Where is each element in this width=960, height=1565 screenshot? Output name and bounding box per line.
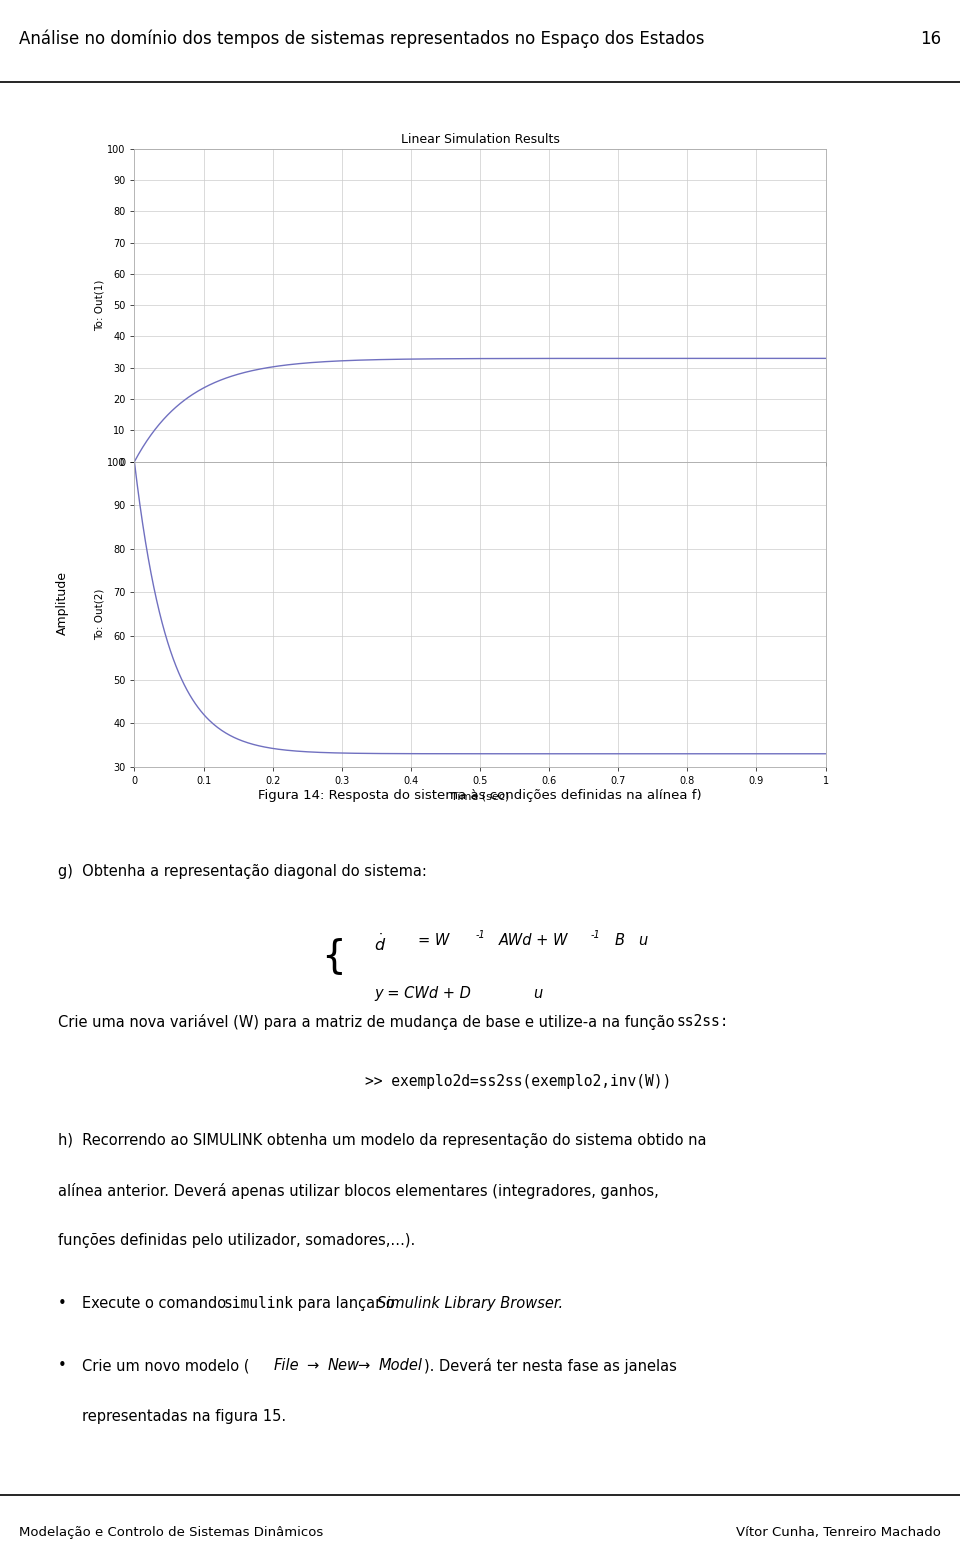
Text: $\dot{d}$: $\dot{d}$ [374,933,387,953]
Text: y = CWd + D: y = CWd + D [374,986,471,1002]
Text: →: → [357,1358,370,1374]
Text: Model: Model [378,1358,422,1374]
Text: -1: -1 [475,930,485,939]
Text: Modelação e Controlo de Sistemas Dinâmicos: Modelação e Controlo de Sistemas Dinâmic… [19,1526,324,1538]
Text: New: New [327,1358,359,1374]
Text: 16: 16 [920,30,941,49]
Text: Simulink Library Browser.: Simulink Library Browser. [377,1296,564,1311]
Text: >> exemplo2d=ss2ss(exemplo2,inv(W)): >> exemplo2d=ss2ss(exemplo2,inv(W)) [365,1074,671,1089]
Text: Análise no domínio dos tempos de sistemas representados no Espaço dos Estados: Análise no domínio dos tempos de sistema… [19,30,705,49]
Text: simulink: simulink [224,1296,294,1311]
Text: Crie uma nova variável (W) para a matriz de mudança de base e utilize-a na funçã: Crie uma nova variável (W) para a matriz… [58,1014,674,1030]
Text: File: File [274,1358,300,1374]
Text: alínea anterior. Deverá apenas utilizar blocos elementares (integradores, ganhos: alínea anterior. Deverá apenas utilizar … [58,1183,659,1199]
Text: Amplitude: Amplitude [56,571,69,634]
Text: u: u [638,933,648,948]
Text: g)  Obtenha a representação diagonal do sistema:: g) Obtenha a representação diagonal do s… [58,864,426,880]
Text: •: • [58,1358,66,1374]
Text: Crie um novo modelo (: Crie um novo modelo ( [82,1358,249,1374]
Text: funções definidas pelo utilizador, somadores,…).: funções definidas pelo utilizador, somad… [58,1233,415,1249]
Text: B: B [614,933,624,948]
Text: ). Deverá ter nesta fase as janelas: ). Deverá ter nesta fase as janelas [424,1358,677,1374]
Text: h)  Recorrendo ao SIMULINK obtenha um modelo da representação do sistema obtido : h) Recorrendo ao SIMULINK obtenha um mod… [58,1133,707,1149]
Title: Linear Simulation Results: Linear Simulation Results [400,133,560,146]
Text: u: u [533,986,542,1002]
Text: representadas na figura 15.: representadas na figura 15. [82,1408,286,1424]
Y-axis label: To: Out(1): To: Out(1) [94,280,105,330]
Text: Execute o comando: Execute o comando [82,1296,230,1311]
Text: para lançar o: para lançar o [293,1296,399,1311]
Text: •: • [58,1296,66,1311]
Text: Figura 14: Resposta do sistema às condições definidas na alínea f): Figura 14: Resposta do sistema às condiç… [258,789,702,801]
Text: AWd + W: AWd + W [499,933,568,948]
Text: {: { [321,937,346,975]
Y-axis label: To: Out(2): To: Out(2) [94,588,105,640]
Text: -1: -1 [590,930,600,939]
X-axis label: Time (sec): Time (sec) [451,792,509,801]
Text: ss2ss:: ss2ss: [677,1014,730,1030]
Text: = W: = W [418,933,449,948]
Text: Vítor Cunha, Tenreiro Machado: Vítor Cunha, Tenreiro Machado [736,1526,941,1538]
Text: →: → [306,1358,319,1374]
